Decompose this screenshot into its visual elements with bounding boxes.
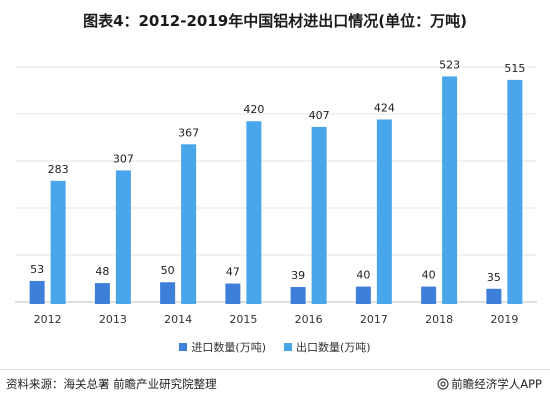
x-tick-label-2019: 2019 [490,313,518,326]
data-label-export-2018: 523 [439,58,460,71]
x-tick-label-2012: 2012 [34,313,62,326]
data-label-import-2019: 35 [487,271,501,284]
legend-swatch-export [284,343,292,351]
x-tick-label-2014: 2014 [164,313,192,326]
bar-import-2012 [29,280,45,304]
legend: 进口数量(万吨) 出口数量(万吨) [0,339,550,355]
x-tick-label-2016: 2016 [295,313,323,326]
bar-export-2016 [311,126,327,304]
bar-import-2014 [160,282,176,304]
bar-import-2017 [355,286,371,304]
data-label-export-2015: 420 [243,103,264,116]
bar-import-2016 [290,287,306,304]
x-tick-label-2013: 2013 [99,313,127,326]
bar-export-2013 [115,170,131,304]
bar-import-2013 [94,283,110,304]
gridlines [15,66,537,303]
source-note: 资料来源：海关总署 前瞻产业研究院整理 [6,377,217,391]
bar-export-2012 [50,180,66,304]
legend-label-export: 出口数量(万吨) [296,341,371,354]
bar-export-2014 [181,144,197,304]
legend-item-export: 出口数量(万吨) [284,339,371,355]
legend-item-import: 进口数量(万吨) [179,339,266,355]
legend-swatch-import [179,343,188,351]
x-tick-label-2015: 2015 [229,313,257,326]
data-label-export-2019: 515 [504,62,525,75]
bar-export-2017 [376,119,392,305]
data-label-export-2012: 283 [48,163,69,176]
data-label-import-2017: 40 [356,269,370,282]
data-label-import-2016: 39 [291,269,305,282]
data-label-export-2017: 424 [374,101,395,114]
data-label-import-2012: 53 [30,263,44,276]
brand-credit: 前瞻经济学人APP [437,376,542,392]
chart-title: 图表4：2012-2019年中国铝材进出口情况(单位：万吨) [83,12,467,30]
footer-divider [0,369,550,370]
bar-export-2019 [507,79,523,304]
data-label-import-2015: 47 [226,266,240,279]
data-label-import-2013: 48 [95,265,109,278]
data-label-import-2014: 50 [161,264,175,277]
bar-export-2015 [246,121,262,304]
bar-import-2018 [421,286,437,304]
legend-label-import: 进口数量(万吨) [191,341,266,354]
x-tick-label-2017: 2017 [360,313,388,326]
bars [29,76,523,305]
bar-export-2018 [442,76,458,304]
data-label-export-2014: 367 [178,126,199,139]
data-label-import-2018: 40 [422,269,436,282]
bar-import-2015 [225,283,241,304]
x-axis-ticks: 2012 2013 2014 2015 2016 2017 2018 2019 [34,313,519,326]
bar-import-2019 [486,288,502,304]
at-icon [437,378,449,390]
data-label-export-2016: 407 [309,109,330,122]
x-tick-label-2018: 2018 [425,313,453,326]
data-labels: 53 283 48 307 50 367 47 420 39 407 40 424 40 523 35 515 [30,58,525,283]
brand-label: 前瞻经济学人APP [451,377,542,391]
data-label-export-2013: 307 [113,152,134,165]
